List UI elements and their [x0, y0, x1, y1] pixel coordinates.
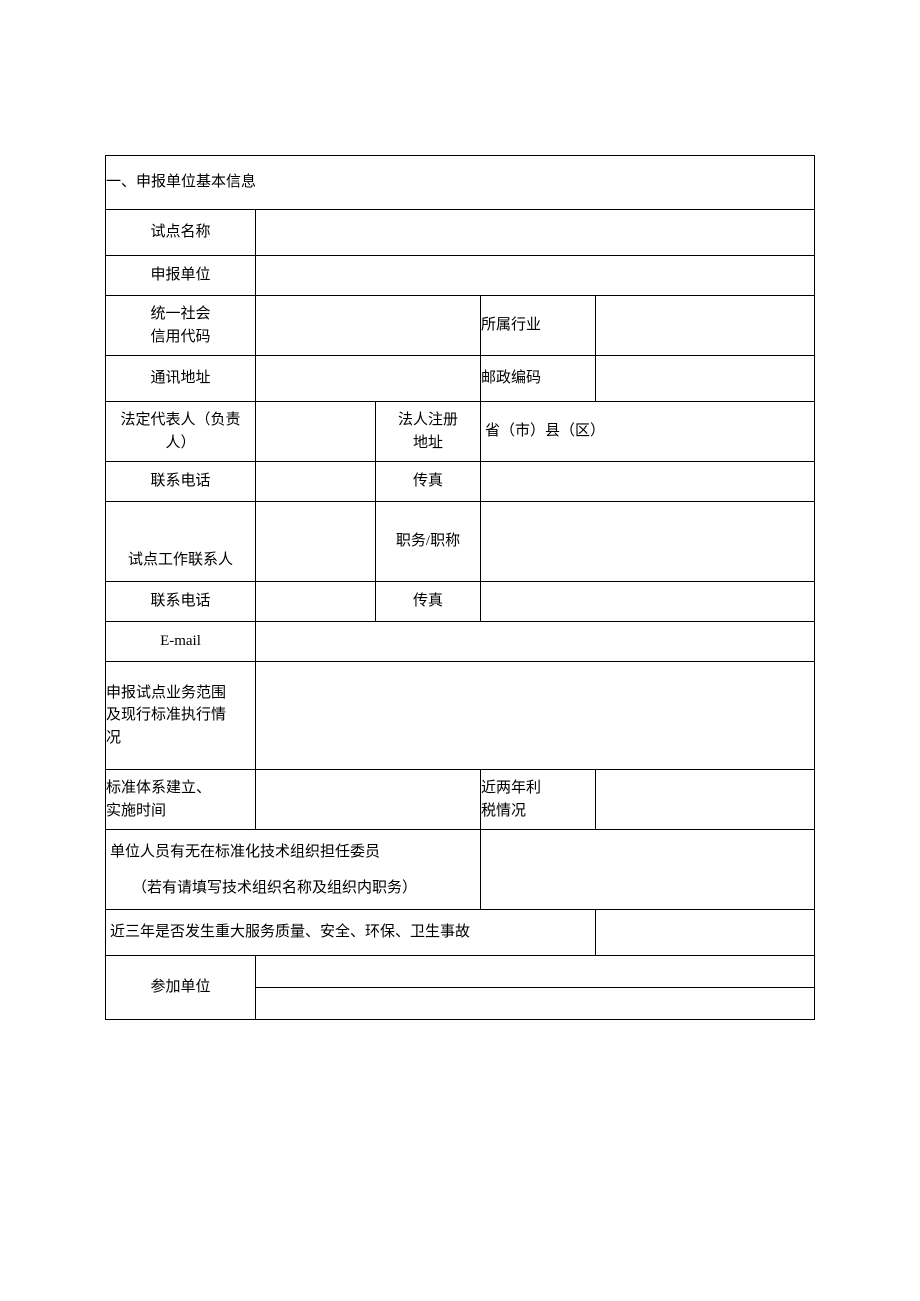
tech-committee-label-text: 单位人员有无在标准化技术组织担任委员	[110, 844, 380, 860]
address-value[interactable]	[256, 356, 481, 402]
industry-label: 所属行业	[481, 296, 596, 356]
phone2-value[interactable]	[256, 582, 376, 622]
participating-units-label: 参加单位	[106, 956, 256, 1020]
legal-rep-label-text: 法定代表人（负责人）	[120, 412, 240, 451]
incidents-label: 近三年是否发生重大服务质量、安全、环保、卫生事故	[106, 910, 596, 956]
tech-committee-sublabel: （若有请填写技术组织名称及组织内职务）	[110, 880, 417, 896]
business-scope-value[interactable]	[256, 662, 815, 770]
email-value[interactable]	[256, 622, 815, 662]
phone2-label: 联系电话	[106, 582, 256, 622]
contact-person-label: 试点工作联系人	[106, 502, 256, 582]
legal-reg-addr-label-text: 法人注册地址	[398, 412, 458, 451]
tax-info-value[interactable]	[596, 770, 815, 830]
title-value[interactable]	[481, 502, 815, 582]
postal-code-label: 邮政编码	[481, 356, 596, 402]
incidents-value[interactable]	[596, 910, 815, 956]
province-county-label: 省（市）县（区）	[485, 423, 605, 439]
fax1-value[interactable]	[481, 462, 815, 502]
tech-committee-label: 单位人员有无在标准化技术组织担任委员 （若有请填写技术组织名称及组织内职务）	[106, 830, 481, 910]
section-header: 一、申报单位基本信息	[106, 156, 815, 210]
application-form-table: 一、申报单位基本信息 试点名称 申报单位 统一社会信用代码 所属行业 通讯地址 …	[105, 155, 815, 1020]
applicant-unit-label: 申报单位	[106, 256, 256, 296]
legal-rep-label: 法定代表人（负责人）	[106, 402, 256, 462]
standard-system-label-text: 标准体系建立、实施时间	[106, 780, 211, 819]
applicant-unit-value[interactable]	[256, 256, 815, 296]
standard-system-label: 标准体系建立、实施时间	[106, 770, 256, 830]
postal-code-value[interactable]	[596, 356, 815, 402]
tax-info-label-text: 近两年利税情况	[481, 780, 541, 819]
email-label: E-mail	[106, 622, 256, 662]
business-scope-label-text: 申报试点业务范围及现行标准执行情况	[106, 685, 226, 746]
phone1-label: 联系电话	[106, 462, 256, 502]
participating-units-value1[interactable]	[256, 956, 815, 988]
credit-code-label-text: 统一社会信用代码	[150, 306, 210, 345]
participating-units-value2[interactable]	[256, 988, 815, 1020]
industry-value[interactable]	[596, 296, 815, 356]
legal-rep-value[interactable]	[256, 402, 376, 462]
credit-code-value[interactable]	[256, 296, 481, 356]
fax1-label: 传真	[376, 462, 481, 502]
title-label: 职务/职称	[376, 502, 481, 582]
province-county-cell[interactable]: 省（市）县（区）	[481, 402, 815, 462]
fax2-label: 传真	[376, 582, 481, 622]
tech-committee-value[interactable]	[481, 830, 815, 910]
fax2-value[interactable]	[481, 582, 815, 622]
business-scope-label: 申报试点业务范围及现行标准执行情况	[106, 662, 256, 770]
standard-system-value[interactable]	[256, 770, 481, 830]
contact-person-value[interactable]	[256, 502, 376, 582]
address-label: 通讯地址	[106, 356, 256, 402]
pilot-name-value[interactable]	[256, 210, 815, 256]
credit-code-label: 统一社会信用代码	[106, 296, 256, 356]
phone1-value[interactable]	[256, 462, 376, 502]
pilot-name-label: 试点名称	[106, 210, 256, 256]
tax-info-label: 近两年利税情况	[481, 770, 596, 830]
legal-reg-addr-label: 法人注册地址	[376, 402, 481, 462]
